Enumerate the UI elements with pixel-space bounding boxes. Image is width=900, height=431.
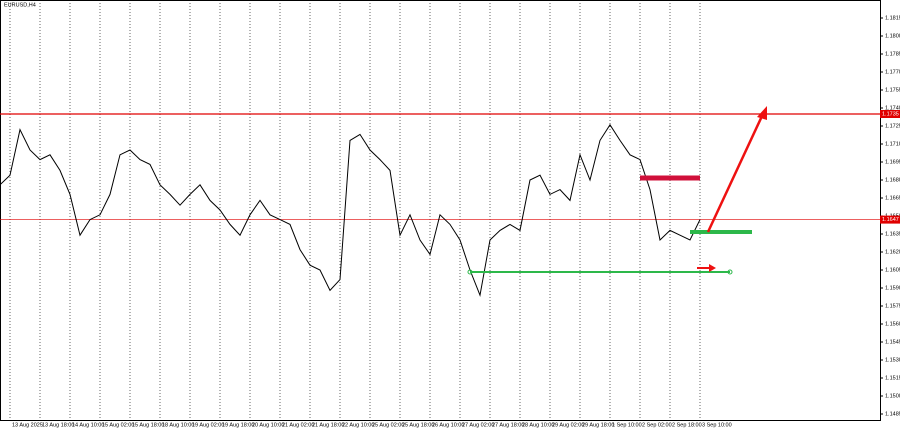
x-tick-label: 19 Aug 18:00 xyxy=(222,422,254,428)
x-tick-label: 27 Aug 18:00 xyxy=(492,422,524,428)
y-tick-label: 1.1755 xyxy=(885,87,900,93)
y-tick-label: 1.1725 xyxy=(885,123,900,129)
y-tick-label: 1.1575 xyxy=(885,303,900,309)
x-tick-label: 27 Aug 02:00 xyxy=(462,422,494,428)
x-tick-label: 14 Aug 10:00 xyxy=(72,422,104,428)
y-tick-label: 1.1530 xyxy=(885,357,900,363)
x-tick-label: 25 Aug 02:00 xyxy=(372,422,404,428)
x-tick-label: 28 Aug 10:00 xyxy=(522,422,554,428)
x-tick-label: 29 Aug 02:00 xyxy=(552,422,584,428)
y-tick-label: 1.1815 xyxy=(885,15,900,21)
x-tick-label: 18 Aug 10:00 xyxy=(162,422,194,428)
x-tick-label: 13 Aug 18:00 xyxy=(42,422,74,428)
x-tick-label: 15 Aug 02:00 xyxy=(102,422,134,428)
y-tick-label: 1.1590 xyxy=(885,285,900,291)
x-tick-label: 29 Aug 18:00 xyxy=(582,422,614,428)
price-line xyxy=(0,123,701,298)
arrow-head xyxy=(757,106,767,120)
arrow xyxy=(706,115,764,233)
x-tick-label: 25 Aug 18:00 xyxy=(402,422,434,428)
y-tick-label: 1.1545 xyxy=(885,339,900,345)
x-tick-label: 13 Aug 2025 xyxy=(12,422,43,428)
x-tick-label: 15 Aug 18:00 xyxy=(132,422,164,428)
level-tag xyxy=(880,215,900,224)
arrow-head xyxy=(709,264,716,272)
x-tick-label: 26 Aug 10:00 xyxy=(432,422,464,428)
x-tick-label: 19 Aug 02:00 xyxy=(192,422,224,428)
anchor xyxy=(467,269,473,275)
anchor xyxy=(727,269,733,275)
y-tick-label: 1.1665 xyxy=(885,195,900,201)
y-tick-label: 1.1785 xyxy=(885,51,900,57)
y-tick-label: 1.1740 xyxy=(885,105,900,111)
y-tick-label: 1.1710 xyxy=(885,141,900,147)
x-tick-label: 21 Aug 18:00 xyxy=(312,422,344,428)
y-tick-label: 1.1770 xyxy=(885,69,900,75)
y-tick-label: 1.1560 xyxy=(885,321,900,327)
y-tick-label: 1.1635 xyxy=(885,231,900,237)
y-tick-label: 1.1680 xyxy=(885,177,900,183)
x-tick-label: 2 Sep 18:00 xyxy=(672,422,702,428)
x-tick-label: 2 Sep 02:00 xyxy=(642,422,672,428)
y-tick-label: 1.1500 xyxy=(885,393,900,399)
plot-frame xyxy=(0,0,881,421)
chart-title: EURUSD,H4 xyxy=(4,2,36,8)
level-label: 1.1735 xyxy=(882,111,899,117)
x-tick-label: 20 Aug 10:00 xyxy=(252,422,284,428)
x-tick-label: 22 Aug 10:00 xyxy=(342,422,374,428)
y-tick-label: 1.1515 xyxy=(885,375,900,381)
level-tag xyxy=(880,110,900,118)
x-tick-label: 1 Sep 10:00 xyxy=(612,422,642,428)
y-tick-label: 1.1605 xyxy=(885,267,900,273)
x-tick-label: 21 Aug 02:00 xyxy=(282,422,314,428)
level-label: 1.1647 xyxy=(882,217,899,223)
y-tick-label: 1.1485 xyxy=(885,411,900,417)
y-tick-label: 1.1695 xyxy=(885,159,900,165)
x-tick-label: 3 Sep 10:00 xyxy=(702,422,732,428)
y-tick-label: 1.1620 xyxy=(885,249,900,255)
y-tick-label: 1.1800 xyxy=(885,33,900,39)
